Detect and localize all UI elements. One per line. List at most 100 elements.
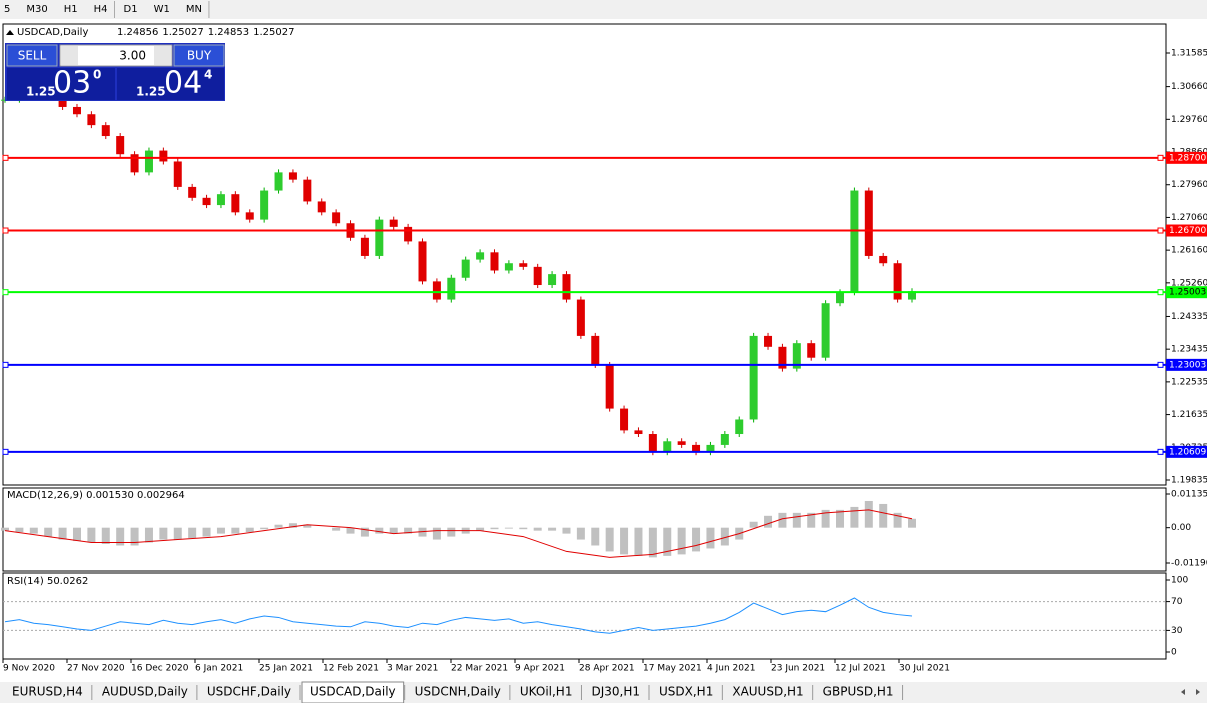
macd-bar <box>620 527 629 555</box>
tab[interactable]: AUDUSD,Daily <box>93 684 198 701</box>
y-tick-label: 1.19835 <box>1171 475 1207 485</box>
candle <box>692 444 701 453</box>
level-handle <box>2 289 9 296</box>
y-tick-label: 1.23435 <box>1171 345 1207 355</box>
lots-down[interactable] <box>61 46 78 65</box>
x-tick-label: 9 Nov 2020 <box>3 664 55 674</box>
macd-bar <box>44 527 53 537</box>
macd-bar <box>764 515 773 528</box>
macd-bar <box>72 527 81 542</box>
x-tick-label: 12 Jul 2021 <box>835 664 886 674</box>
candle <box>792 343 801 369</box>
candle <box>519 263 528 267</box>
tab-background <box>406 684 509 701</box>
timeframe-button[interactable]: M30 <box>26 4 47 15</box>
candle <box>893 263 902 300</box>
candle <box>87 114 96 126</box>
candle <box>764 335 773 347</box>
macd-bar <box>864 500 873 528</box>
bid-box[interactable] <box>7 68 115 100</box>
macd-bar <box>792 512 801 528</box>
tab-background <box>511 684 581 701</box>
collapse-icon[interactable] <box>6 30 14 35</box>
timeframe-button[interactable]: MN <box>186 4 202 15</box>
level-label-box <box>1166 286 1207 299</box>
timeframe-button[interactable]: H1 <box>64 4 78 15</box>
scroll-left[interactable] <box>1181 689 1185 695</box>
candle <box>576 299 585 336</box>
level-label: 1.26700 <box>1169 226 1206 236</box>
candle <box>274 172 283 191</box>
scroll-right[interactable] <box>1196 689 1200 695</box>
y-tick-label: 1.21635 <box>1171 410 1207 420</box>
level-label: 1.20609 <box>1169 447 1206 457</box>
x-tick-label: 16 Dec 2020 <box>131 664 189 674</box>
buy-button[interactable] <box>173 44 225 67</box>
ask-frac: 4 <box>204 68 212 82</box>
macd-bar <box>58 527 67 540</box>
timeframe-button[interactable]: H4 <box>94 4 108 15</box>
macd-bar <box>576 527 585 540</box>
macd-bar <box>87 527 96 543</box>
macd-bar <box>432 527 441 540</box>
candle <box>58 96 67 107</box>
macd-bar <box>778 512 787 528</box>
candle <box>332 212 341 224</box>
macd-bar <box>519 527 528 530</box>
macd-bar <box>29 527 38 534</box>
bid-big: 1.25 <box>26 85 56 99</box>
macd-bar <box>821 509 830 528</box>
macd-bar <box>188 527 197 539</box>
tab-label: GBPUSD,H1 <box>823 685 894 699</box>
candle <box>677 441 686 445</box>
y-tick-label: 100 <box>1171 576 1188 586</box>
timeframe-button[interactable]: 5 <box>4 4 10 15</box>
tab[interactable]: EURUSD,H4 <box>4 684 93 701</box>
tab[interactable]: XAUUSD,H1 <box>724 684 814 701</box>
macd-bar <box>548 527 557 531</box>
level-handle <box>1157 289 1164 296</box>
candle <box>476 252 485 260</box>
tab[interactable]: DJ30,H1 <box>583 684 650 701</box>
ask-box[interactable] <box>117 68 224 100</box>
sell-button[interactable] <box>6 44 58 67</box>
y-tick-label: 1.24335 <box>1171 312 1207 322</box>
tab-label: USDX,H1 <box>659 685 713 699</box>
x-tick-label: 12 Feb 2021 <box>323 664 379 674</box>
level-handle <box>1157 227 1164 234</box>
tab[interactable]: USDCAD,Daily <box>301 681 406 703</box>
tab[interactable]: UKOil,H1 <box>511 684 582 701</box>
x-tick-label: 22 Mar 2021 <box>451 664 508 674</box>
candle <box>432 281 441 300</box>
x-tick-label: 25 Jan 2021 <box>259 664 313 674</box>
tab[interactable]: USDCHF,Daily <box>198 684 301 701</box>
x-tick-label: 3 Mar 2021 <box>387 664 438 674</box>
lots-input[interactable] <box>59 44 173 67</box>
tab[interactable]: GBPUSD,H1 <box>814 684 904 701</box>
macd-bar <box>533 527 542 531</box>
y-tick-label: 1.22535 <box>1171 377 1207 387</box>
ohlc-value: 1.24853 <box>208 27 249 38</box>
tab[interactable]: USDX,H1 <box>651 684 723 701</box>
candle <box>101 125 110 137</box>
level-label-box <box>1166 445 1207 458</box>
macd-bar <box>591 527 600 546</box>
macd-bar <box>720 527 729 546</box>
candle <box>375 219 384 256</box>
level-handle <box>2 154 9 161</box>
lots-up[interactable] <box>154 46 171 65</box>
tab-background <box>4 684 91 701</box>
timeframe-button[interactable]: D1 <box>124 4 138 15</box>
toolbar <box>0 0 1207 19</box>
macd-bar <box>260 527 269 530</box>
candle <box>504 263 513 271</box>
tab[interactable]: USDCNH,Daily <box>406 684 511 701</box>
macd-bar <box>360 527 369 537</box>
ask-big: 1.25 <box>136 85 166 99</box>
candle <box>648 434 657 453</box>
timeframe-button[interactable]: W1 <box>154 4 170 15</box>
level-handle <box>1157 361 1164 368</box>
candle <box>908 291 916 300</box>
x-tick-label: 27 Nov 2020 <box>67 664 125 674</box>
y-tick-label: 1.26160 <box>1171 246 1207 256</box>
